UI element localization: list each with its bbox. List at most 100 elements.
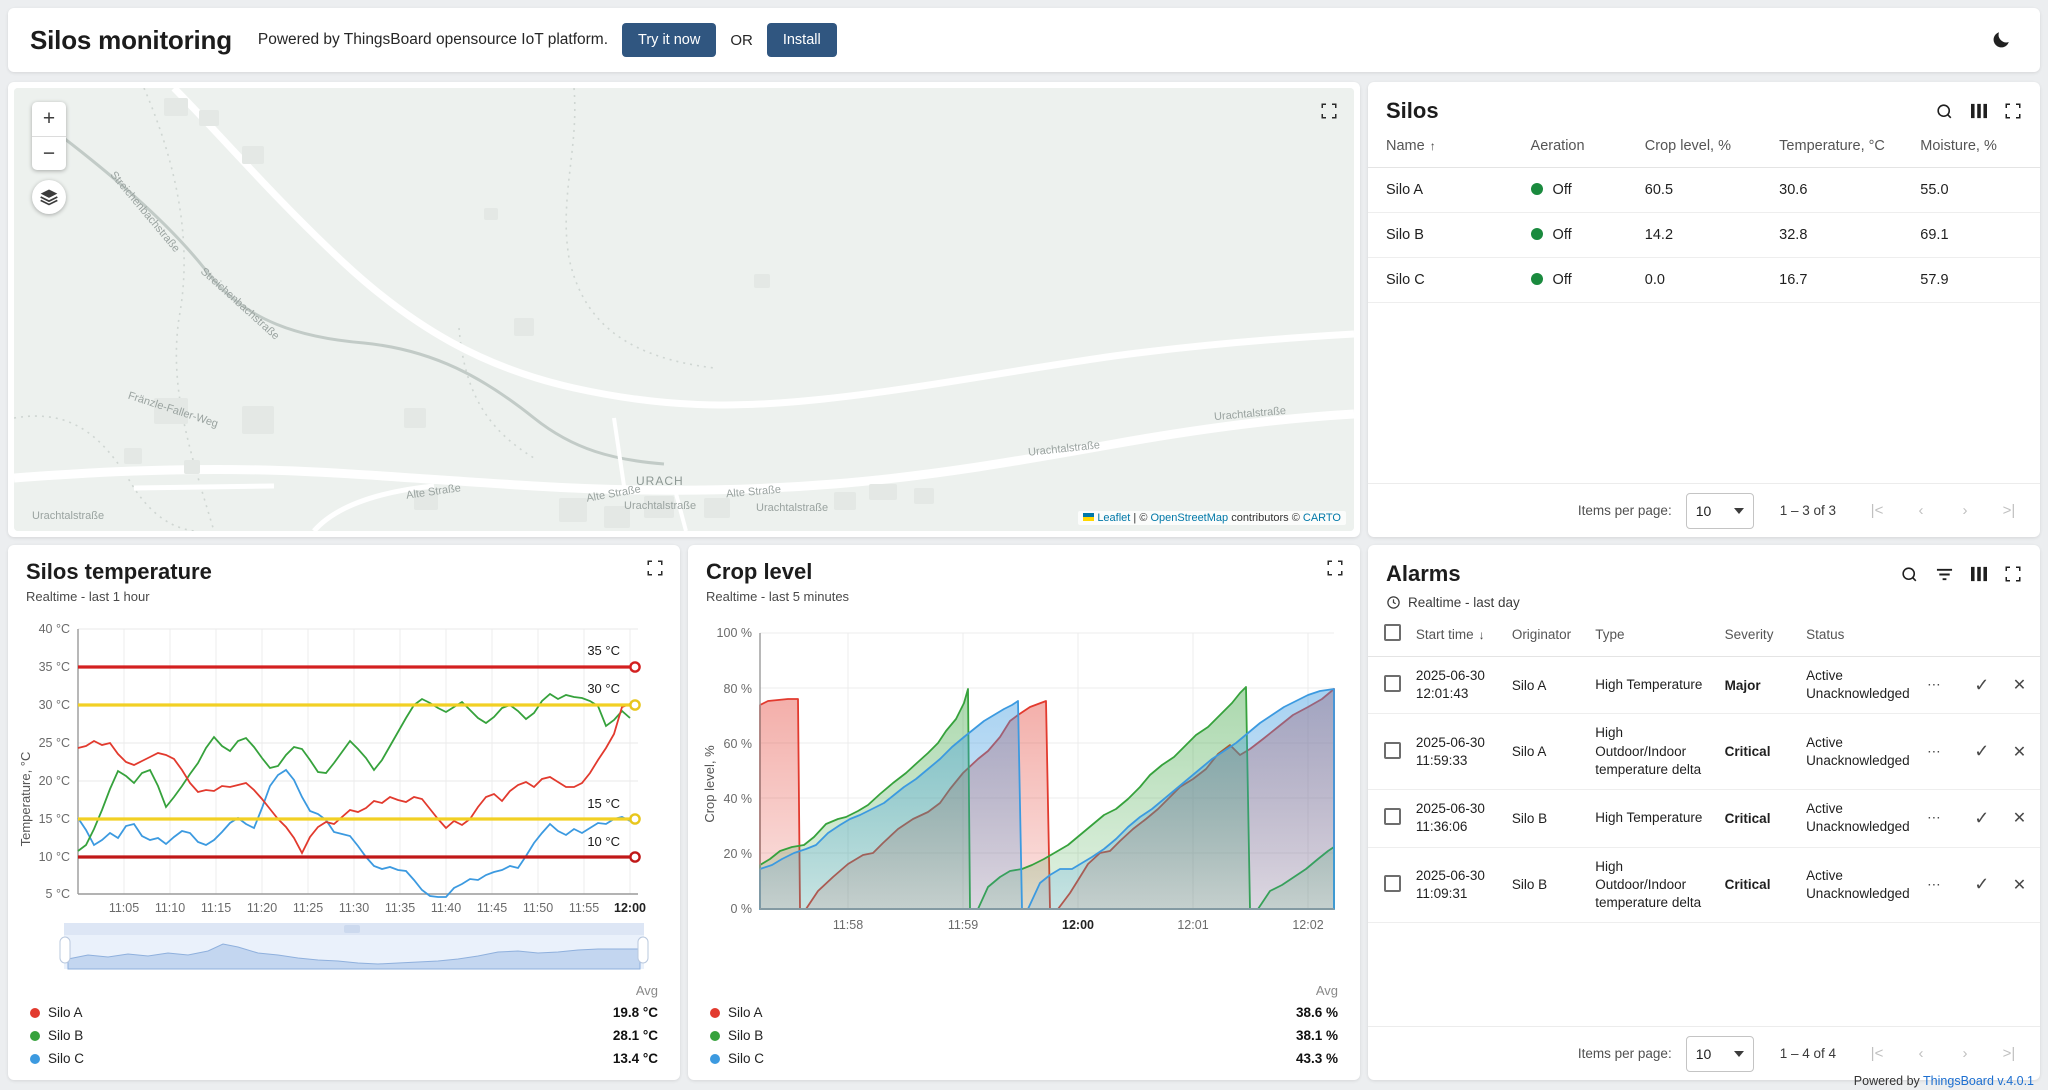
columns-icon[interactable] [1970,566,1988,582]
moon-icon[interactable] [1984,23,2018,57]
fullscreen-icon[interactable] [2004,565,2022,583]
clear-alarm-icon[interactable]: ✕ [2012,810,2027,828]
column-header-temperature[interactable]: Temperature, °C [1771,126,1913,168]
column-header-type[interactable]: Type [1591,614,1721,657]
fullscreen-icon[interactable] [2004,102,2022,120]
crop-level-chart-legend: Avg Silo A 38.6 % Silo B 38.1 % Silo C 4… [688,983,1360,1070]
legend-value: 13.4 °C [612,1051,658,1066]
first-page-button[interactable]: |< [1870,1045,1884,1062]
last-page-button[interactable]: >| [2002,502,2016,519]
alarm-status-line1: Active [1806,668,1843,683]
thingsboard-version-link[interactable]: ThingsBoard v.4.0.1 [1923,1074,2034,1088]
alarm-status-line1: Active [1806,867,1843,883]
alarms-header: Alarms [1368,545,2040,589]
table-row[interactable]: 2025-06-30 11:36:06 Silo B High Temperat… [1368,789,2040,848]
legend-item-silo-b[interactable]: Silo B 38.1 % [710,1024,1338,1047]
table-row[interactable]: 2025-06-30 11:09:31 Silo B High Outdoor/… [1368,847,2040,924]
cell-name: Silo A [1368,167,1523,213]
map-zoom-control[interactable]: + − [32,102,66,170]
acknowledge-icon[interactable]: ✓ [1974,741,1990,762]
last-page-button[interactable]: >| [2002,1045,2016,1062]
zoom-out-icon[interactable]: − [32,136,66,170]
crop-level-chart-plot[interactable]: 100 % 80 % 60 % 40 % 20 % 0 % Crop level… [688,619,1360,984]
legend-item-silo-b[interactable]: Silo B 28.1 °C [30,1024,658,1047]
page-size-select[interactable]: 10 [1685,1035,1754,1072]
cell-crop-level: 0.0 [1636,257,1772,303]
search-icon[interactable] [1935,102,1954,121]
chevron-down-icon [1733,1050,1744,1057]
column-header-start-time[interactable]: Start time ↓ [1411,614,1508,657]
table-row[interactable]: Silo B Off 14.2 32.8 69.1 [1368,212,2040,258]
silos-paginator: Items per page: 10 1 – 3 of 3 |< ‹ › >| [1368,483,2040,537]
column-header-severity[interactable]: Severity [1720,614,1803,657]
search-icon[interactable] [1900,565,1919,584]
column-header-status[interactable]: Status [1802,614,1917,657]
legend-item-silo-c[interactable]: Silo C 43.3 % [710,1047,1338,1070]
carto-link[interactable]: CARTO [1302,512,1341,524]
legend-item-silo-c[interactable]: Silo C 13.4 °C [30,1047,658,1070]
cell-ack: ✓ [1964,847,2003,924]
legend-item-silo-a[interactable]: Silo A 19.8 °C [30,1001,658,1024]
legend-item-silo-a[interactable]: Silo A 38.6 % [710,1001,1338,1024]
zoom-in-icon[interactable]: + [42,107,56,130]
row-checkbox[interactable] [1384,675,1401,693]
cell-type: High Temperature [1591,789,1721,848]
more-actions-icon[interactable]: ⋯ [1927,876,1941,892]
leaflet-link[interactable]: Leaflet [1097,512,1131,524]
install-button[interactable]: Install [766,23,837,57]
svg-text:40 %: 40 % [724,792,753,806]
map-canvas[interactable]: Streichenbachstraße Streichenbachstraße … [14,88,1354,531]
prev-page-button[interactable]: ‹ [1918,502,1924,519]
svg-text:10 °C: 10 °C [39,850,70,864]
aeration-status-dot [1530,273,1543,285]
more-actions-icon[interactable]: ⋯ [1927,677,1941,693]
crop-series-silo-c [759,688,1335,910]
acknowledge-icon[interactable]: ✓ [1974,874,1990,895]
legend-value: 38.6 % [1295,1005,1338,1020]
alarms-title: Alarms [1386,561,1461,586]
fullscreen-icon[interactable] [1326,559,1344,577]
more-actions-icon[interactable]: ⋯ [1927,743,1941,759]
osm-link[interactable]: OpenStreetMap [1150,512,1229,524]
svg-text:5 °C: 5 °C [46,887,70,901]
alarms-timewindow[interactable]: Realtime - last day [1368,589,2040,614]
chart-range-slider [59,923,649,970]
next-page-button[interactable]: › [1962,1045,1968,1062]
acknowledge-icon[interactable]: ✓ [1974,674,1990,695]
clear-alarm-icon[interactable]: ✕ [2012,876,2027,894]
row-checkbox[interactable] [1384,874,1401,892]
alarms-table: Start time ↓ Originator Type Severity Sta… [1368,614,2040,924]
table-row[interactable]: Silo A Off 60.5 30.6 55.0 [1368,167,2040,213]
clear-alarm-icon[interactable]: ✕ [2012,743,2027,761]
filter-icon[interactable] [1935,566,1954,583]
column-header-originator[interactable]: Originator [1507,614,1592,657]
column-header-moisture[interactable]: Moisture, % [1912,126,2040,168]
column-header-aeration[interactable]: Aeration [1522,126,1637,168]
row-checkbox[interactable] [1384,741,1401,759]
column-header-crop-level[interactable]: Crop level, % [1636,126,1772,168]
table-row[interactable]: 2025-06-30 11:59:33 Silo A High Outdoor/… [1368,713,2040,791]
row-select-cell [1368,713,1412,791]
try-it-now-button[interactable]: Try it now [622,23,717,57]
layers-icon[interactable] [32,180,66,214]
column-header-name[interactable]: Name ↑ [1368,126,1523,168]
table-row[interactable]: 2025-06-30 12:01:43 Silo A High Temperat… [1368,656,2040,715]
next-page-button[interactable]: › [1962,502,1968,519]
fullscreen-icon[interactable] [1320,102,1338,120]
row-checkbox[interactable] [1384,808,1401,826]
first-page-button[interactable]: |< [1870,502,1884,519]
fullscreen-icon[interactable] [646,559,664,577]
silos-actions [1935,102,2022,121]
table-row[interactable]: Silo C Off 0.0 16.7 57.9 [1368,257,2040,303]
column-label: Name [1386,138,1425,154]
columns-icon[interactable] [1970,103,1988,119]
cell-status: Active Unacknowledged [1802,713,1917,791]
cell-start-time: 2025-06-30 12:01:43 [1411,656,1508,715]
temperature-chart-plot[interactable]: 40 °C 35 °C 30 °C 25 °C 20 °C 15 °C 10 °… [8,619,680,984]
more-actions-icon[interactable]: ⋯ [1927,810,1941,826]
prev-page-button[interactable]: ‹ [1918,1045,1924,1062]
page-size-select[interactable]: 10 [1685,492,1754,529]
clear-alarm-icon[interactable]: ✕ [2012,677,2027,695]
select-all-checkbox[interactable] [1384,624,1401,641]
acknowledge-icon[interactable]: ✓ [1974,807,1990,828]
